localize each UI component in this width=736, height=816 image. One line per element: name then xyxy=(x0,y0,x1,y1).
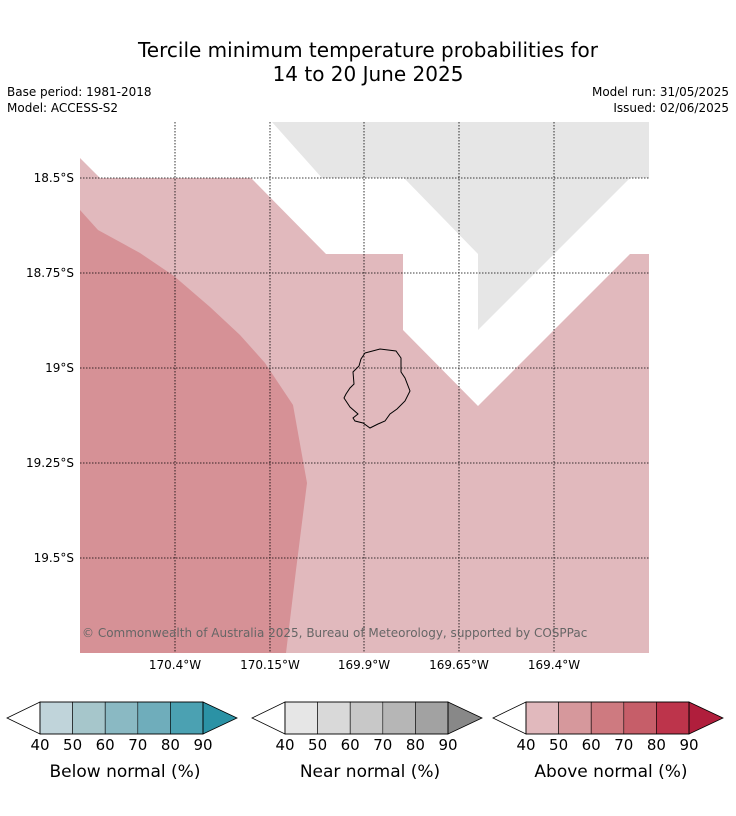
colorbar-segment-4 xyxy=(170,701,204,735)
above-normal-tick-labels: 40 50 60 70 80 90 xyxy=(491,736,731,754)
niue-coastline xyxy=(343,348,411,429)
colorbar-tick-label: 50 xyxy=(308,736,328,754)
colorbar-tick-label: 70 xyxy=(128,736,148,754)
colorbar-segment-0 xyxy=(284,701,318,735)
colorbar-tick-label: 60 xyxy=(581,736,601,754)
above-normal-label: Above normal (%) xyxy=(534,762,688,782)
colorbar-segment-3 xyxy=(623,701,657,735)
colorbar-segment-0 xyxy=(525,701,559,735)
colorbar-min-extension xyxy=(251,701,286,735)
title-line-1: Tercile minimum temperature probabilitie… xyxy=(137,38,599,62)
below-normal-label: Below normal (%) xyxy=(49,762,201,782)
latitude-label-1: 18.75°S xyxy=(26,266,74,280)
colorbar-tick-label: 70 xyxy=(373,736,393,754)
longitude-label-1: 170.15°W xyxy=(240,658,300,672)
latitude-label-0: 18.5°S xyxy=(34,171,74,185)
copyright-notice: © Commonwealth of Australia 2025, Bureau… xyxy=(82,626,587,640)
above-normal-50-60-region xyxy=(80,210,307,653)
longitude-label-3: 169.65°W xyxy=(429,658,489,672)
colorbar-tick-label: 60 xyxy=(95,736,115,754)
colorbar-tick-label: 50 xyxy=(549,736,569,754)
meta-left: Base period: 1981-2018 Model: ACCESS-S2 xyxy=(7,84,152,116)
near-normal-colorbar-scale xyxy=(251,701,483,735)
model-name: Model: ACCESS-S2 xyxy=(7,101,119,115)
latitude-labels: 18.5°S 18.75°S 19°S 19.25°S 19.5°S xyxy=(26,171,74,565)
latitude-label-4: 19.5°S xyxy=(34,551,74,565)
colorbar-segment-1 xyxy=(72,701,106,735)
title-line-2: 14 to 20 June 2025 xyxy=(272,62,464,86)
colorbar-tick-label: 40 xyxy=(516,736,536,754)
near-normal-label: Near normal (%) xyxy=(299,762,441,782)
map-canvas: 18.5°S18.75°S19°S19.25°S19.5°S 170.4°W 17… xyxy=(26,122,649,672)
colorbar-tick-label: 90 xyxy=(438,736,458,754)
colorbar-segment-4 xyxy=(656,701,690,735)
near-normal-tick-labels: 40 50 60 70 80 90 xyxy=(250,736,490,754)
base-period: Base period: 1981-2018 xyxy=(7,85,152,99)
colorbar-min-extension xyxy=(492,701,527,735)
model-run: Model run: 31/05/2025 xyxy=(591,85,729,99)
colorbar-segment-2 xyxy=(590,701,625,735)
colorbar-max-extension xyxy=(202,701,238,735)
colorbar-segment-0 xyxy=(39,701,73,735)
colorbar-max-extension xyxy=(447,701,483,735)
graticule xyxy=(80,122,649,653)
below-normal-tick-labels: 40 50 60 70 80 90 xyxy=(5,736,245,754)
colorbar-segment-2 xyxy=(104,701,139,735)
issued-date: Issued: 02/06/2025 xyxy=(613,101,729,115)
colorbar-segment-3 xyxy=(137,701,171,735)
below-normal-colorbar-scale xyxy=(6,701,238,735)
colorbar-outline xyxy=(39,701,204,735)
above-normal-colorbar-scale xyxy=(492,701,724,735)
colorbar-max-extension xyxy=(688,701,724,735)
near-normal-colorbar: 40 50 60 70 80 90 Near normal (%) xyxy=(250,700,490,782)
above-normal-colorbar: 40 50 60 70 80 90 Above normal (%) xyxy=(491,700,731,782)
latitude-label-3: 19.25°S xyxy=(26,456,74,470)
colorbar-tick-label: 80 xyxy=(405,736,425,754)
colorbar-tick-label: 50 xyxy=(63,736,83,754)
colorbar-tick-label: 80 xyxy=(646,736,666,754)
colorbar-segment-4 xyxy=(415,701,449,735)
colorbar-tick-label: 90 xyxy=(193,736,213,754)
longitude-label-0: 170.4°W xyxy=(149,658,201,672)
longitude-label-2: 169.9°W xyxy=(338,658,390,672)
meta-right: Model run: 31/05/2025 Issued: 02/06/2025 xyxy=(592,84,729,116)
longitude-labels: 170.4°W 170.15°W 169.9°W 169.65°W 169.4°W xyxy=(149,658,580,672)
colorbar-min-extension xyxy=(6,701,41,735)
colorbar-tick-label: 90 xyxy=(679,736,699,754)
colorbar-outline xyxy=(284,701,449,735)
map-title: Tercile minimum temperature probabilitie… xyxy=(0,38,736,86)
longitude-label-4: 169.4°W xyxy=(528,658,580,672)
map-plot-area xyxy=(80,122,649,653)
colorbar-segment-1 xyxy=(558,701,592,735)
colorbar-segment-2 xyxy=(349,701,384,735)
colorbar-outline xyxy=(525,701,690,735)
latitude-label-2: 19°S xyxy=(45,361,74,375)
colorbar-segment-1 xyxy=(317,701,351,735)
near-normal-region xyxy=(272,122,649,330)
colorbar-segment-3 xyxy=(382,701,416,735)
colorbar-tick-label: 70 xyxy=(614,736,634,754)
below-normal-colorbar: 40 50 60 70 80 90 Below normal (%) xyxy=(5,700,245,782)
colorbar-tick-label: 40 xyxy=(275,736,295,754)
colorbar-tick-label: 80 xyxy=(160,736,180,754)
colorbar-tick-label: 60 xyxy=(340,736,360,754)
colorbar-tick-label: 40 xyxy=(30,736,50,754)
